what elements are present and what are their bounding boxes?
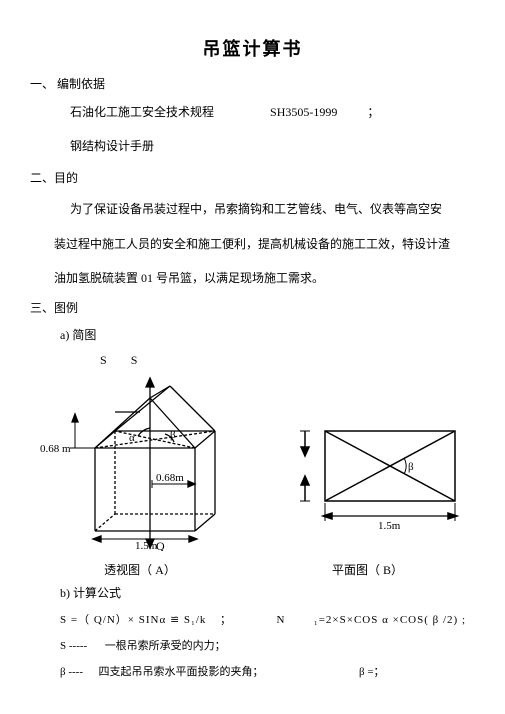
formula-1a: S =（ Q/N）× SINα ≌ S₁/k (60, 614, 206, 626)
s-label-1: S (100, 353, 107, 367)
diagram-b-block: β 1.5m 平面图（ B） (270, 401, 465, 578)
basis-text-1a: 石油化工施工安全技术规程 (70, 105, 214, 119)
s-labels-row: S S (30, 353, 475, 368)
formula-1-n: N (276, 614, 284, 626)
plan-diagram: β 1.5m (270, 401, 465, 551)
dim-15-b: 1.5m (378, 520, 401, 532)
basis-line-2: 钢结构设计手册 (30, 136, 475, 158)
beta-label-b: β (408, 461, 414, 473)
q-label: Q (156, 539, 165, 551)
basis-code: SH3505-1999 (270, 105, 337, 119)
section-1-head: 一、 编制依据 (30, 75, 475, 92)
dim-068-inner: 0.68m (156, 472, 184, 484)
sub-b-head: b) 计算公式 (30, 584, 475, 601)
dim-068-left: 0.68 m (40, 443, 71, 455)
diagram-row: 0.68 m α β 0.68m 1.5m Q 透视图（ A） (30, 376, 475, 578)
alpha-label: α (129, 432, 135, 444)
formula-1: S =（ Q/N）× SINα ≌ S₁/k ； N ₁=2×S×COS α ×… (30, 611, 475, 627)
section-3-head: 三、图例 (30, 299, 475, 316)
dim-15-a: 1.5m (135, 540, 158, 551)
formula-3c: β =； (359, 666, 385, 678)
purpose-p3: 油加氢脱硫装置 01 号吊篮，以满足现场施工需求。 (30, 265, 475, 291)
purpose-p1: 为了保证设备吊装过程中，吊索摘钩和工艺管线、电气、仪表等高空安 (30, 196, 475, 222)
beta-label-a: β (170, 429, 176, 441)
diagram-a-block: 0.68 m α β 0.68m 1.5m Q 透视图（ A） (40, 376, 240, 578)
formula-2: S ----- 一根吊索所承受的内力； (30, 637, 475, 653)
s-label-2: S (131, 353, 138, 367)
caption-b: 平面图（ B） (332, 561, 403, 578)
formula-2b: 一根吊索所承受的内力； (105, 640, 226, 652)
sub-a-head: a) 简图 (30, 326, 475, 343)
page-title: 吊篮计算书 (30, 35, 475, 61)
basis-sep: ； (367, 105, 379, 119)
formula-3: β ---- 四支起吊吊索水平面投影的夹角； β =； (30, 663, 475, 679)
basis-line-1: 石油化工施工安全技术规程 SH3505-1999 ； (30, 102, 475, 124)
formula-3b: 四支起吊吊索水平面投影的夹角； (99, 666, 264, 678)
formula-3a: β ---- (60, 666, 83, 678)
formula-1-sep: ； (220, 614, 231, 626)
formula-2a: S ----- (60, 640, 87, 652)
formula-1b: ₁=2×S×COS α ×COS( β /2) ; (314, 614, 466, 626)
section-2-head: 二、目的 (30, 169, 475, 186)
caption-a: 透视图（ A） (104, 561, 176, 578)
purpose-p2: 装过程中施工人员的安全和施工便利，提高机械设备的施工工效，特设计渣 (30, 231, 475, 257)
perspective-diagram: 0.68 m α β 0.68m 1.5m Q (40, 376, 240, 551)
